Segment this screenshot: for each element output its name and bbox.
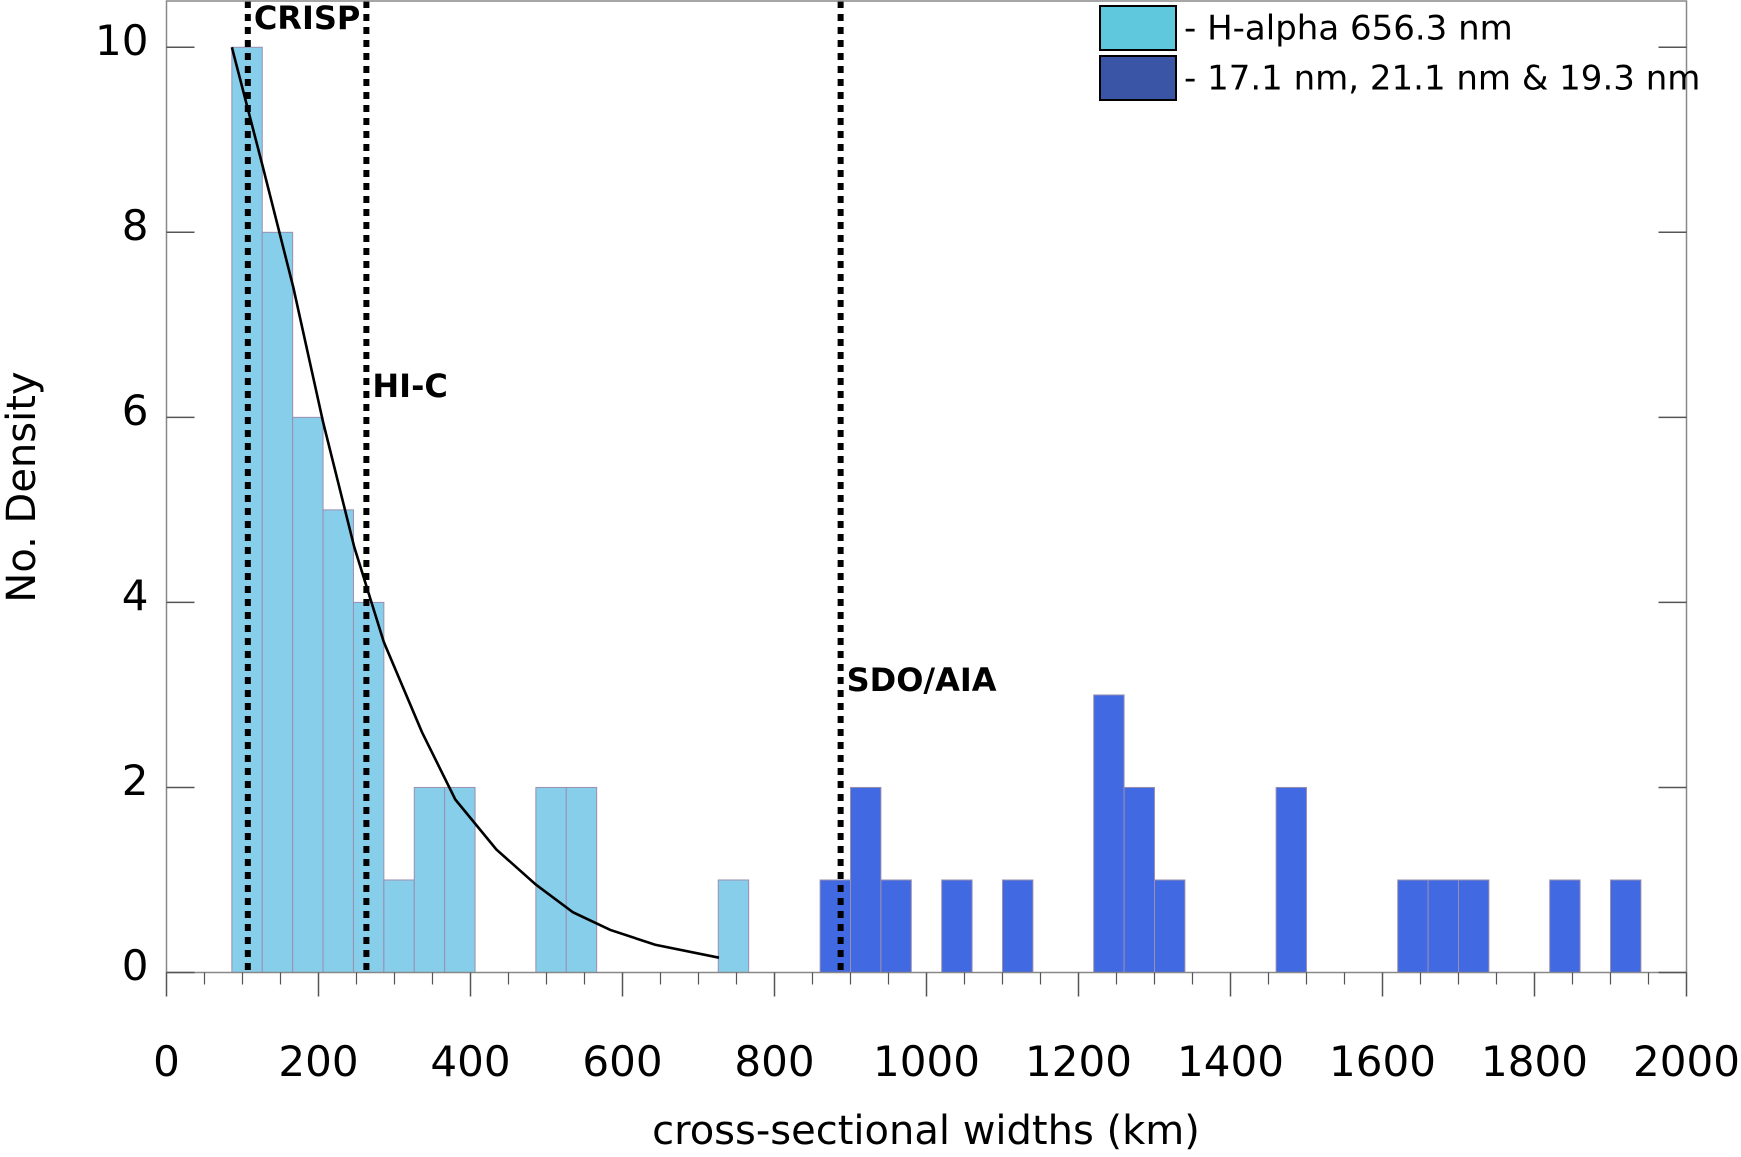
x-tick-label: 200: [278, 1037, 358, 1086]
bar: [1549, 879, 1581, 974]
bar: [1123, 786, 1155, 974]
bar: [261, 231, 294, 974]
reference-label: SDO/AIA: [847, 661, 997, 699]
x-tick-label: 800: [734, 1037, 814, 1086]
bar: [850, 786, 882, 974]
bar: [444, 786, 476, 974]
y-tick-label: 10: [95, 16, 148, 65]
legend-swatch: [1099, 55, 1177, 101]
bar: [880, 879, 912, 974]
legend-swatch: [1099, 5, 1177, 51]
legend-label: - 17.1 nm, 21.1 nm & 19.3 nm: [1184, 59, 1700, 99]
y-tick-label: 6: [122, 386, 149, 435]
bar: [1093, 694, 1125, 974]
x-tick-label: 1400: [1177, 1037, 1284, 1086]
bar: [1275, 786, 1307, 974]
y-axis-label: No. Density: [0, 371, 45, 602]
x-tick-label: 1200: [1025, 1037, 1132, 1086]
bar: [1427, 879, 1459, 974]
bar: [565, 786, 598, 974]
bar: [322, 509, 354, 973]
bar: [413, 786, 446, 974]
bar: [292, 416, 324, 974]
x-tick-label: 0: [153, 1037, 180, 1086]
plot-frame: [165, 0, 1688, 974]
bar: [1610, 879, 1642, 974]
x-tick-label: 2000: [1633, 1037, 1740, 1086]
x-tick-label: 400: [430, 1037, 510, 1086]
y-tick-label: 8: [122, 201, 149, 250]
y-tick-label: 0: [122, 941, 149, 990]
y-tick-label: 2: [122, 756, 149, 805]
x-tick-label: 600: [582, 1037, 662, 1086]
bar: [1397, 879, 1429, 974]
bar: [535, 786, 567, 974]
reference-label: HI-C: [372, 367, 447, 405]
bar: [717, 879, 750, 974]
fit-line: [230, 46, 720, 959]
bar: [1458, 879, 1490, 974]
x-axis-label: cross-sectional widths (km): [652, 1108, 1200, 1154]
bar: [941, 879, 973, 974]
bar: [383, 879, 415, 974]
x-tick-label: 1800: [1481, 1037, 1588, 1086]
y-tick-label: 4: [122, 571, 149, 620]
bar: [1154, 879, 1186, 974]
x-tick-label: 1000: [873, 1037, 980, 1086]
x-tick-label: 1600: [1329, 1037, 1436, 1086]
bar: [1002, 879, 1034, 974]
bar: [819, 879, 851, 974]
legend-label: - H-alpha 656.3 nm: [1184, 9, 1513, 49]
reference-label: CRISP: [254, 0, 361, 37]
